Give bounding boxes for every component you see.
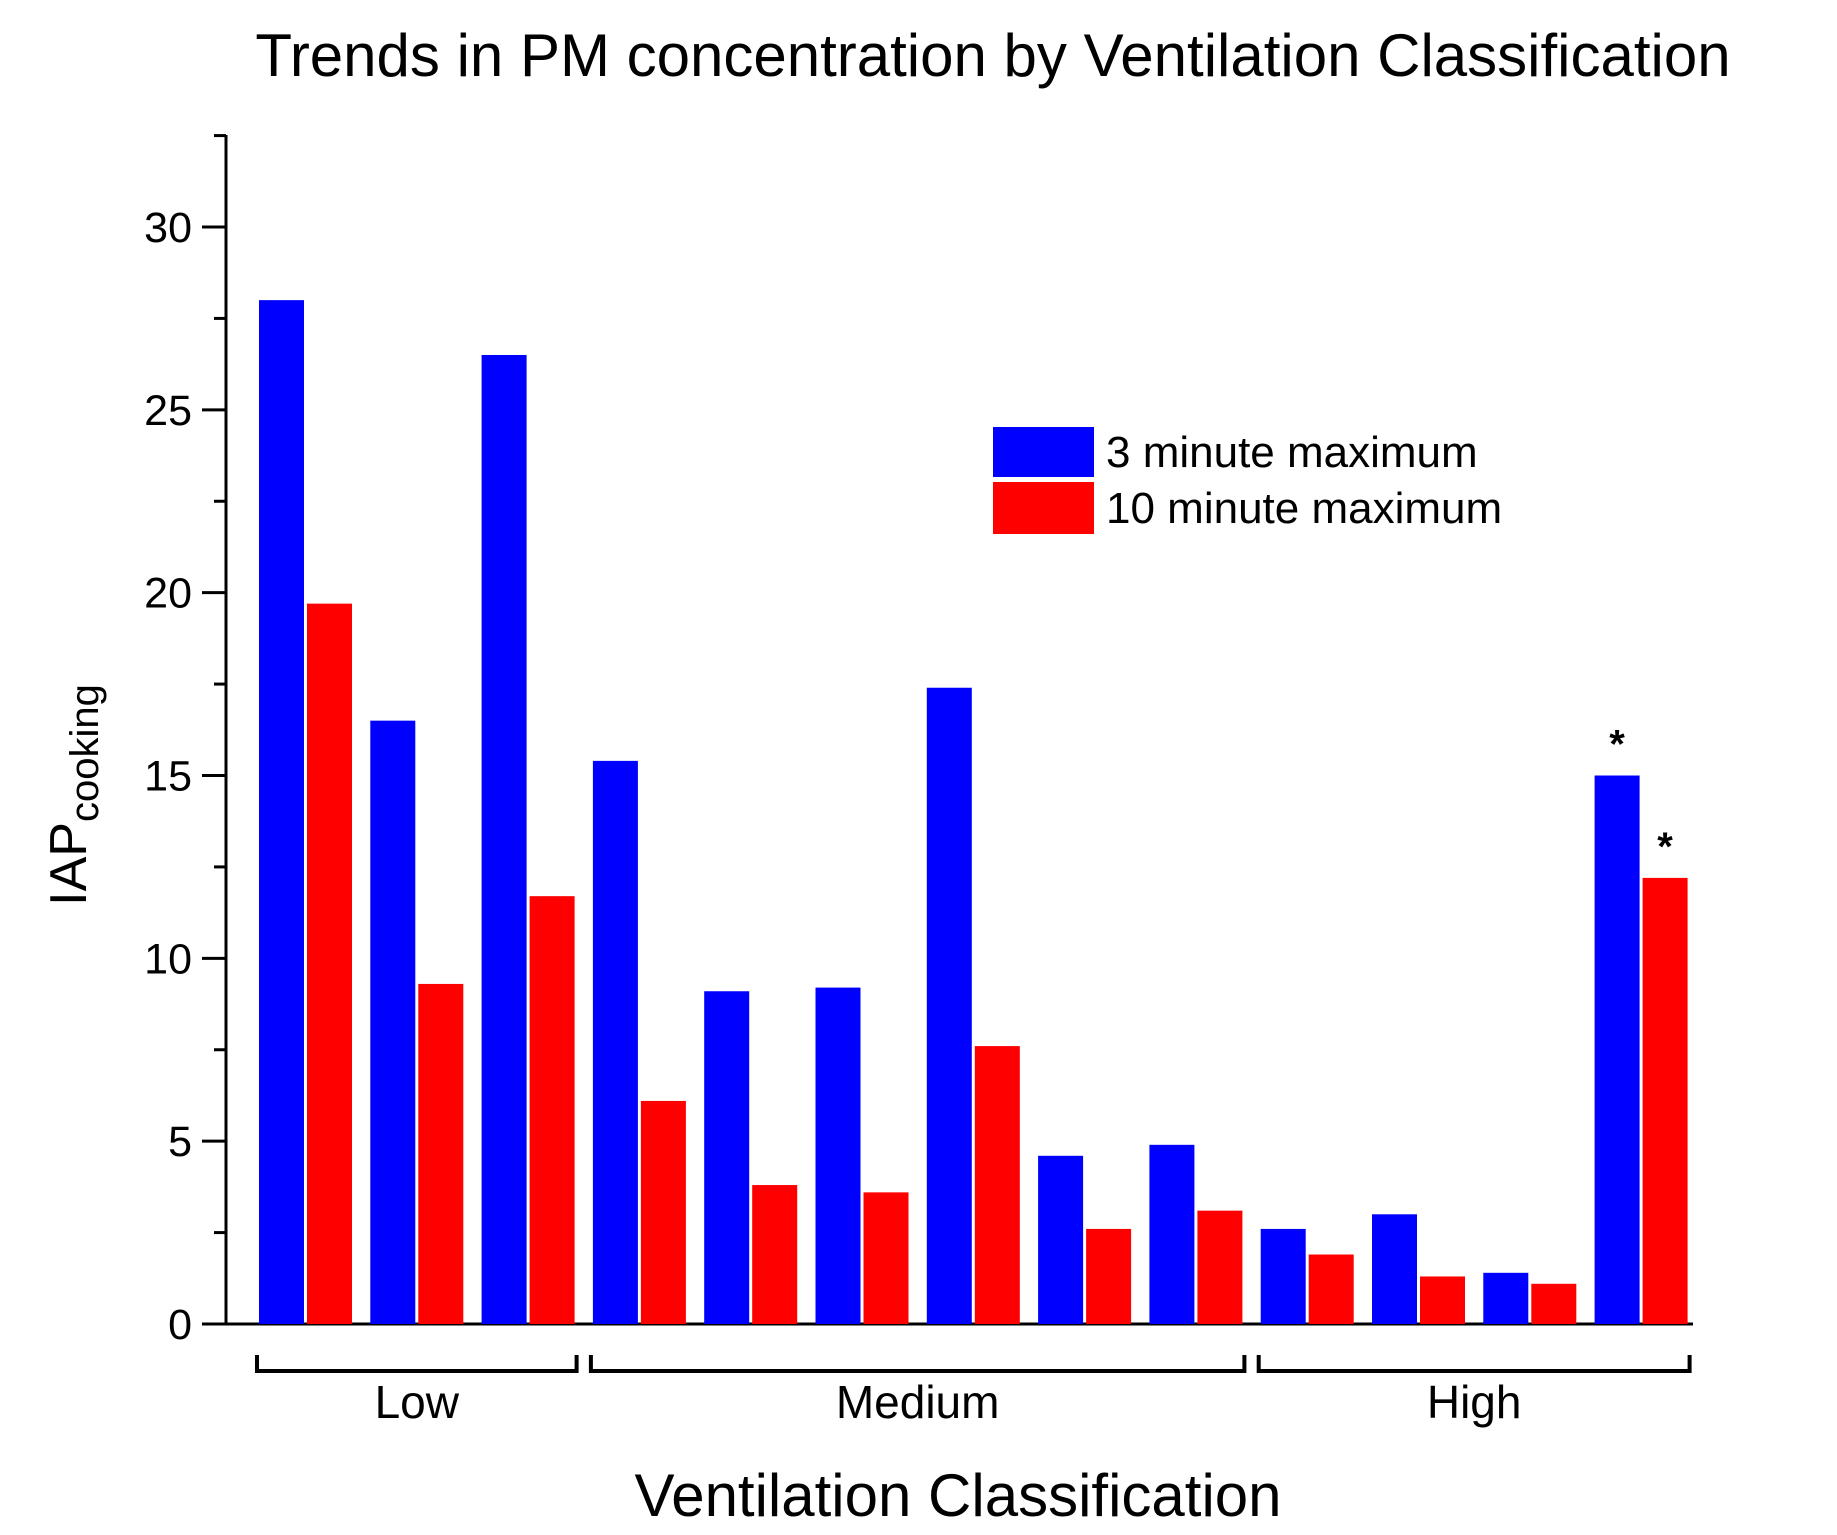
bar-10min-8 xyxy=(1086,1228,1132,1324)
bar-10min-4 xyxy=(640,1100,686,1324)
bar-10min-11 xyxy=(1420,1276,1465,1324)
bar-3min-10 xyxy=(1260,1228,1306,1324)
group-bracket-medium xyxy=(588,1355,1247,1373)
bar-3min-12 xyxy=(1483,1272,1529,1324)
bar-10min-3 xyxy=(529,896,575,1324)
significance-asterisk: * xyxy=(1609,723,1625,767)
bar-3min-4 xyxy=(592,760,638,1324)
legend-swatch-10min xyxy=(993,482,1094,534)
bar-3min-7 xyxy=(926,687,972,1324)
y-tick-label: 5 xyxy=(168,1118,192,1166)
bar-3min-13 xyxy=(1594,775,1640,1324)
bar-10min-10 xyxy=(1308,1254,1354,1324)
legend-label-10min: 10 minute maximum xyxy=(1106,484,1502,533)
group-brackets: Low Medium High xyxy=(255,1355,1692,1428)
chart-title: Trends in PM concentration by Ventilatio… xyxy=(255,22,1730,89)
y-tick-label: 20 xyxy=(144,570,192,618)
bar-10min-1 xyxy=(307,603,352,1324)
significance-asterisk: * xyxy=(1657,825,1673,869)
y-axis-label-main: IAP xyxy=(40,822,98,906)
bar-3min-9 xyxy=(1149,1144,1195,1324)
bar-3min-1 xyxy=(259,300,304,1325)
legend: 3 minute maximum 10 minute maximum xyxy=(993,427,1502,534)
group-label-low: Low xyxy=(375,1376,460,1428)
group-bracket-high xyxy=(1256,1355,1692,1373)
bar-10min-7 xyxy=(974,1046,1020,1324)
bar-10min-2 xyxy=(418,983,464,1324)
bar-3min-3 xyxy=(481,354,527,1324)
bar-10min-13 xyxy=(1642,877,1688,1324)
y-tick-label: 15 xyxy=(144,753,192,801)
group-label-medium: Medium xyxy=(836,1376,1000,1428)
annotations: ** xyxy=(1609,723,1673,869)
legend-label-3min: 3 minute maximum xyxy=(1106,428,1478,477)
y-axis-label-sub: cooking xyxy=(63,684,107,822)
bar-3min-2 xyxy=(370,720,416,1324)
bar-10min-9 xyxy=(1197,1210,1243,1324)
bar-3min-8 xyxy=(1038,1155,1084,1324)
y-axis-label: IAPcooking xyxy=(40,684,107,906)
bars xyxy=(259,300,1688,1325)
bar-3min-6 xyxy=(815,987,861,1324)
y-tick-label: 0 xyxy=(168,1301,192,1349)
bar-10min-6 xyxy=(863,1192,909,1324)
legend-swatch-3min xyxy=(993,427,1094,477)
y-tick-label: 25 xyxy=(144,387,192,435)
group-bracket-low xyxy=(255,1355,579,1373)
x-axis-label: Ventilation Classification xyxy=(634,1462,1281,1529)
y-tick-label: 10 xyxy=(144,935,192,983)
axes: 0 5 10 15 20 25 30 xyxy=(144,134,1693,1349)
y-tick-label: 30 xyxy=(144,204,192,252)
bar-10min-12 xyxy=(1531,1283,1577,1324)
bar-10min-5 xyxy=(752,1185,798,1324)
bar-3min-5 xyxy=(704,991,750,1324)
bar-3min-11 xyxy=(1372,1214,1417,1324)
group-label-high: High xyxy=(1427,1376,1522,1428)
